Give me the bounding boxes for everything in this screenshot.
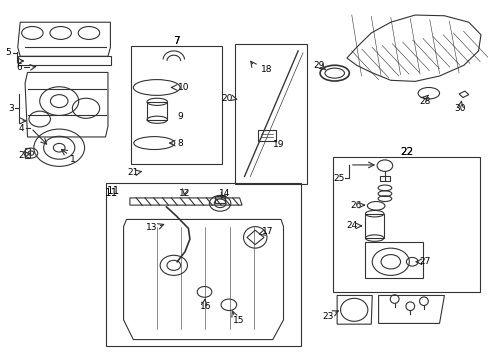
Text: 29: 29 — [312, 61, 324, 70]
Bar — [257, 130, 276, 141]
Bar — [18, 56, 111, 65]
Text: 25: 25 — [333, 174, 344, 183]
Text: 3: 3 — [8, 104, 14, 113]
Text: 15: 15 — [232, 316, 244, 325]
Text: 1: 1 — [70, 155, 76, 164]
Bar — [379, 176, 389, 181]
Bar — [332, 157, 479, 292]
Text: 6: 6 — [16, 63, 22, 72]
Text: 2: 2 — [19, 151, 24, 160]
Text: 19: 19 — [272, 140, 284, 149]
Bar — [105, 183, 300, 346]
Bar — [147, 102, 167, 120]
Text: 26: 26 — [349, 201, 361, 210]
Text: 23: 23 — [322, 312, 333, 321]
Text: 24: 24 — [346, 221, 357, 230]
Text: 17: 17 — [262, 228, 273, 237]
Bar — [365, 242, 422, 278]
Text: 21: 21 — [127, 168, 139, 177]
Text: 27: 27 — [418, 257, 430, 266]
Text: 18: 18 — [260, 65, 272, 74]
Text: 8: 8 — [177, 139, 183, 148]
Text: 22: 22 — [399, 147, 412, 157]
Bar — [215, 196, 224, 203]
Text: 7: 7 — [173, 36, 179, 46]
Bar — [234, 44, 306, 184]
Text: 4: 4 — [19, 123, 24, 132]
Text: 30: 30 — [453, 104, 465, 113]
Text: 28: 28 — [418, 97, 430, 106]
Text: 13: 13 — [146, 223, 157, 232]
Text: 9: 9 — [177, 112, 183, 121]
Text: 10: 10 — [178, 83, 189, 92]
Text: 11: 11 — [105, 188, 118, 198]
Text: 7: 7 — [173, 36, 179, 46]
Text: 5: 5 — [5, 48, 11, 57]
Bar — [131, 45, 221, 164]
Text: 20: 20 — [221, 94, 233, 103]
Text: 22: 22 — [399, 147, 412, 157]
Bar — [25, 148, 30, 158]
Text: 14: 14 — [219, 189, 230, 198]
Text: 11: 11 — [107, 186, 120, 196]
Bar — [365, 214, 383, 238]
Text: 16: 16 — [199, 302, 211, 311]
Text: 12: 12 — [179, 189, 190, 198]
